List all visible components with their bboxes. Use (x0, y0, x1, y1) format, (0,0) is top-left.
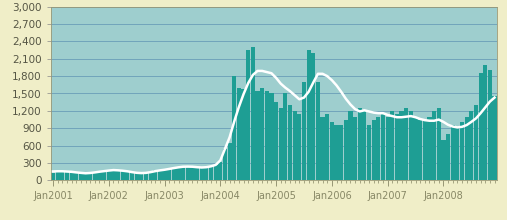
Bar (469, 111, 474, 180)
Bar (293, 111, 297, 180)
Bar (79, 174, 83, 180)
Bar (307, 50, 311, 180)
Bar (144, 172, 148, 180)
Bar (474, 105, 478, 180)
Bar (190, 167, 195, 180)
Bar (121, 171, 125, 180)
Bar (339, 125, 343, 180)
Bar (432, 111, 436, 180)
Bar (363, 111, 367, 180)
Bar (204, 167, 208, 180)
Bar (200, 168, 204, 180)
Bar (274, 102, 278, 180)
Bar (390, 111, 394, 180)
Bar (260, 88, 264, 180)
Bar (451, 125, 455, 180)
Bar (116, 171, 120, 180)
Bar (167, 168, 171, 180)
Bar (149, 171, 153, 180)
Bar (413, 117, 418, 180)
Bar (181, 167, 185, 180)
Bar (311, 53, 315, 180)
Bar (464, 117, 469, 180)
Bar (283, 94, 287, 180)
Bar (335, 125, 339, 180)
Bar (56, 170, 60, 180)
Bar (437, 108, 441, 180)
Bar (93, 172, 97, 180)
Bar (404, 108, 408, 180)
Bar (479, 73, 483, 180)
Bar (69, 172, 74, 180)
Bar (353, 117, 357, 180)
Bar (51, 173, 55, 180)
Bar (153, 170, 157, 180)
Bar (348, 111, 352, 180)
Bar (84, 173, 88, 180)
Bar (265, 91, 269, 180)
Bar (106, 170, 111, 180)
Bar (139, 173, 143, 180)
Bar (218, 162, 223, 180)
Bar (460, 123, 464, 180)
Bar (316, 82, 320, 180)
Bar (130, 173, 134, 180)
Bar (297, 114, 302, 180)
Bar (427, 117, 431, 180)
Bar (357, 108, 362, 180)
Bar (409, 111, 413, 180)
Bar (162, 169, 167, 180)
Bar (400, 111, 404, 180)
Bar (228, 143, 232, 180)
Bar (125, 172, 129, 180)
Bar (195, 168, 199, 180)
Bar (60, 171, 64, 180)
Bar (134, 173, 139, 180)
Bar (241, 89, 246, 180)
Bar (223, 148, 227, 180)
Bar (172, 168, 176, 180)
Bar (209, 166, 213, 180)
Bar (446, 134, 450, 180)
Bar (288, 105, 292, 180)
Bar (372, 120, 376, 180)
Bar (256, 91, 260, 180)
Bar (325, 114, 330, 180)
Bar (395, 114, 399, 180)
Bar (344, 120, 348, 180)
Bar (330, 123, 334, 180)
Bar (176, 167, 180, 180)
Bar (376, 117, 380, 180)
Bar (488, 70, 492, 180)
Bar (381, 114, 385, 180)
Bar (441, 140, 446, 180)
Bar (269, 94, 274, 180)
Bar (186, 167, 190, 180)
Bar (102, 171, 106, 180)
Bar (246, 50, 250, 180)
Bar (302, 82, 306, 180)
Bar (158, 170, 162, 180)
Bar (65, 172, 69, 180)
Bar (483, 64, 487, 180)
Bar (237, 88, 241, 180)
Bar (492, 96, 497, 180)
Bar (320, 117, 324, 180)
Bar (97, 171, 101, 180)
Bar (418, 120, 422, 180)
Bar (385, 117, 390, 180)
Bar (423, 120, 427, 180)
Bar (112, 170, 116, 180)
Bar (251, 47, 255, 180)
Bar (232, 76, 236, 180)
Bar (367, 125, 371, 180)
Bar (455, 128, 459, 180)
Bar (279, 108, 283, 180)
Bar (74, 173, 79, 180)
Bar (88, 172, 92, 180)
Bar (213, 165, 218, 180)
